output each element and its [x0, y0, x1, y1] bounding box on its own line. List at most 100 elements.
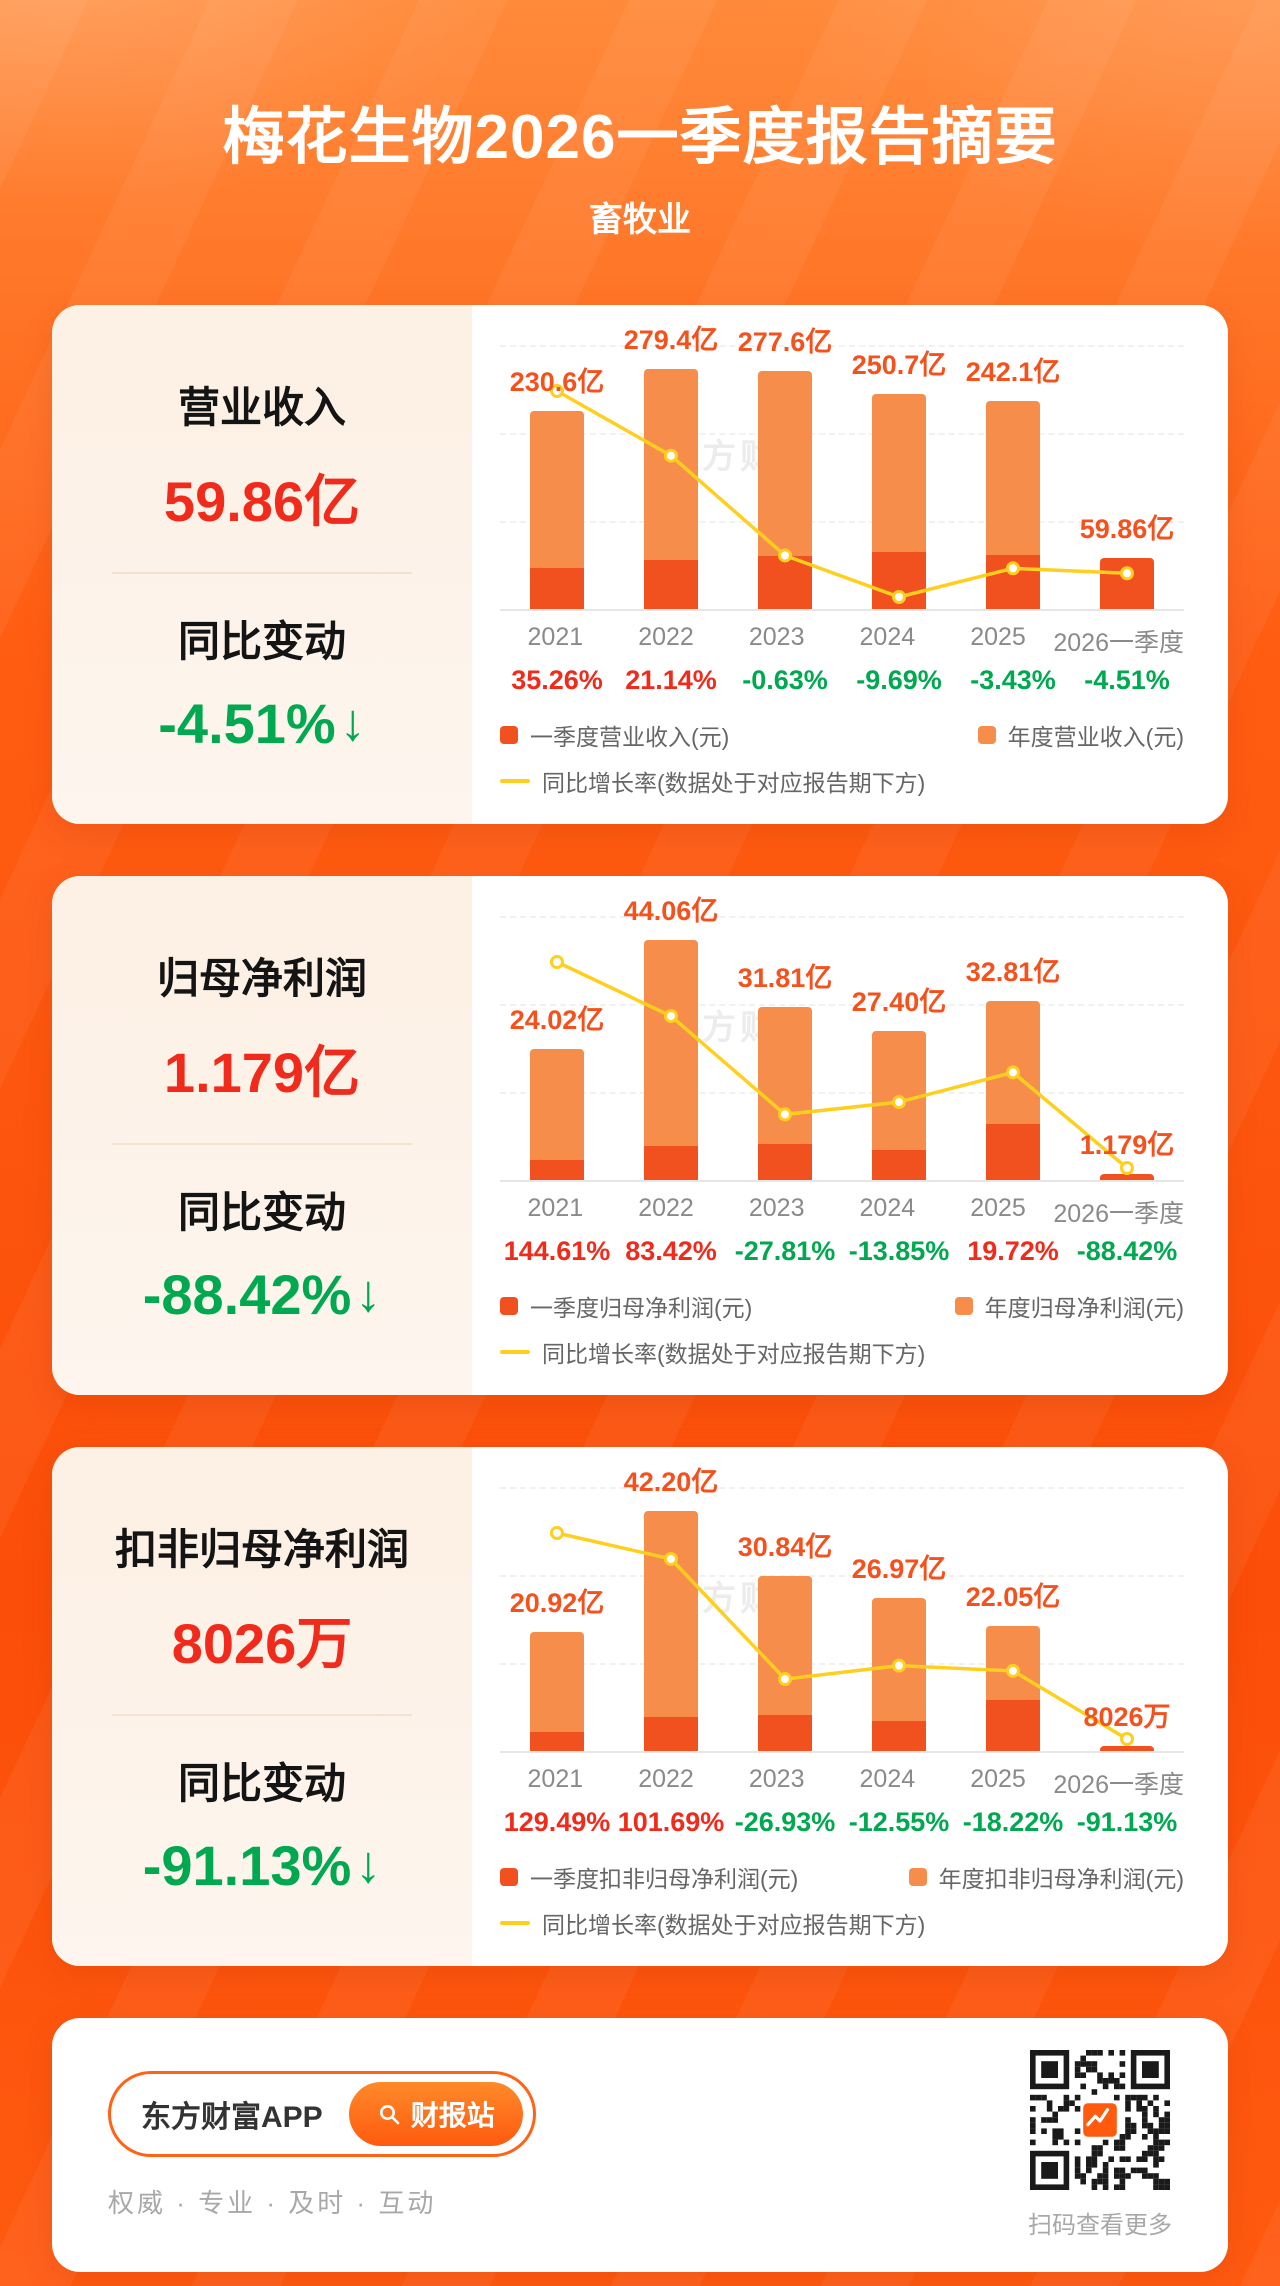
legend-label: 一季度归母净利润(元) [530, 1295, 753, 1321]
x-axis-labels: 2021 2022 2023 2024 2025 2026一季度 [500, 1194, 1184, 1230]
change-percent: -91.13% [142, 1833, 352, 1897]
growth-pct-label: 83.42% [625, 1236, 717, 1266]
annual-bar-segment [644, 369, 698, 561]
legend-line-icon [500, 779, 530, 783]
q1-bar-segment [758, 555, 812, 609]
bar-value-label: 26.97亿 [851, 1553, 947, 1584]
q1-bar-segment [1100, 1746, 1154, 1751]
legend-label: 年度归母净利润(元) [984, 1295, 1184, 1321]
growth-rate-line [550, 384, 1134, 604]
legend-row: 同比增长率(数据处于对应报告期下方) [500, 764, 1184, 798]
net-profit-bar-line-chart: 东方财富 24.02亿 44.06亿 31.81亿 27.40亿 32.81亿 1.179亿 [500, 896, 1184, 1182]
q1-bar-segment [530, 1160, 584, 1180]
line-point [778, 1107, 792, 1122]
chart-legend: 一季度归母净利润(元) 年度归母净利润(元) 同比增长率(数据处于对应报告期下方) [500, 1289, 1184, 1369]
q1-bar-segment [644, 1716, 698, 1751]
annual-bar-segment [644, 940, 698, 1147]
bar-2026一季度 [1100, 557, 1154, 609]
chart-column: 42.20亿 [614, 1467, 728, 1751]
change-percent: -88.42% [142, 1262, 352, 1326]
year-label: 2023 [748, 1194, 805, 1222]
bar-2024 [872, 1030, 926, 1180]
q1-bar-segment [1100, 557, 1154, 609]
legend-line-icon [500, 1350, 530, 1354]
growth-rate-line [550, 955, 1134, 1175]
report-site-button[interactable]: 财报站 [348, 2081, 523, 2146]
bar-2026一季度 [1100, 1746, 1154, 1751]
year-label: 2025 [970, 1194, 1026, 1222]
gridline [500, 1004, 1184, 1006]
bar-2022 [644, 940, 698, 1180]
bar-2026一季度 [1100, 1173, 1154, 1180]
line-point [892, 1095, 906, 1110]
gridline [500, 1487, 1184, 1489]
year-label: 2022 [638, 1194, 694, 1222]
legend-label: 一季度营业收入(元) [530, 724, 730, 750]
year-label: 2021 [527, 1765, 584, 1793]
growth-pct-label: -9.69% [856, 665, 942, 695]
gridline [500, 916, 1184, 918]
annual-bar-segment [758, 370, 812, 556]
legend-label: 同比增长率(数据处于对应报告期下方) [542, 1912, 926, 1938]
legend-swatch-icon [500, 1868, 518, 1886]
metric-title: 归母净利润 [156, 954, 367, 1002]
growth-pct-label: 129.49% [503, 1807, 611, 1837]
annual-bar-segment [986, 1625, 1040, 1700]
growth-pct-label: -26.93% [734, 1807, 836, 1837]
metric-value: 1.179亿 [163, 1040, 361, 1104]
line-point [1120, 566, 1134, 581]
legend-row: 一季度扣非归母净利润(元) 年度扣非归母净利润(元) [500, 1860, 1184, 1894]
bar-value-label: 279.4亿 [623, 325, 719, 355]
annual-bar-segment [986, 401, 1040, 556]
metric-value: 8026万 [171, 1611, 353, 1675]
bar-value-label: 1.179亿 [1079, 1129, 1175, 1160]
search-icon [379, 2104, 399, 2124]
header: 梅花生物2026一季度报告摘要 畜牧业 [0, 0, 1280, 241]
bar-value-label: 20.92亿 [509, 1588, 605, 1619]
q1-bar-segment [758, 1714, 812, 1751]
line-point [1006, 1663, 1020, 1678]
net-profit-chart-area: 东方财富 24.02亿 44.06亿 31.81亿 27.40亿 32.81亿 1.179亿… [472, 876, 1228, 1395]
growth-pct-label: 21.14% [625, 665, 717, 695]
growth-pct-label: 35.26% [511, 665, 603, 695]
bar-value-label: 24.02亿 [509, 1005, 605, 1036]
bar-2021 [530, 410, 584, 609]
year-label: 2021 [527, 623, 584, 651]
q1-bar-segment [986, 1124, 1040, 1180]
line-point [1006, 1065, 1020, 1080]
bar-2022 [644, 1511, 698, 1751]
chart-legend: 一季度扣非归母净利润(元) 年度扣非归母净利润(元) 同比增长率(数据处于对应报告期… [500, 1860, 1184, 1940]
change-title: 同比变动 [177, 617, 346, 665]
footer-card: 东方财富APP 财报站 权威 · 专业 · 及时 · 互动 扫码查看更多 [52, 2018, 1228, 2272]
annual-bar-segment [530, 1632, 584, 1732]
legend-row: 一季度营业收入(元) 年度营业收入(元) [500, 718, 1184, 752]
divider [112, 1142, 412, 1145]
deducted-profit-chart-area: 东方财富 20.92亿 42.20亿 30.84亿 26.97亿 22.05亿 8026万 … [472, 1447, 1228, 1966]
q1-bar-segment [530, 1731, 584, 1751]
growth-pct-label: -88.42% [1076, 1236, 1178, 1266]
year-label: 2022 [638, 623, 694, 651]
gridline [500, 521, 1184, 523]
q1-bar-segment [986, 1699, 1040, 1751]
deducted-profit-bar-line-chart: 东方财富 20.92亿 42.20亿 30.84亿 26.97亿 22.05亿 8026万 [500, 1467, 1184, 1753]
q1-bar-segment [1100, 1173, 1154, 1180]
line-point [892, 1658, 906, 1673]
legend-row: 同比增长率(数据处于对应报告期下方) [500, 1906, 1184, 1940]
annual-bar-segment [986, 1001, 1040, 1125]
line-point [550, 955, 564, 969]
line-point [892, 590, 906, 604]
down-arrow-icon: ↓ [355, 1836, 382, 1894]
line-point [550, 1526, 564, 1540]
revenue-bar-line-chart: 东方财富 230.6亿 279.4亿 277.6亿 250.7亿 242.1亿 59.86亿 [500, 325, 1184, 611]
growth-pct-label: -3.43% [970, 665, 1056, 695]
growth-pct-label: -18.22% [962, 1807, 1064, 1837]
q1-bar-segment [530, 567, 584, 609]
bar-value-label: 30.84亿 [737, 1531, 833, 1562]
legend-swatch-icon [500, 726, 518, 744]
bar-2025 [986, 1625, 1040, 1751]
bar-value-label: 31.81亿 [737, 962, 833, 993]
legend-label: 年度扣非归母净利润(元) [938, 1866, 1184, 1892]
divider [112, 571, 412, 574]
legend-item: 一季度营业收入(元) [500, 718, 729, 752]
